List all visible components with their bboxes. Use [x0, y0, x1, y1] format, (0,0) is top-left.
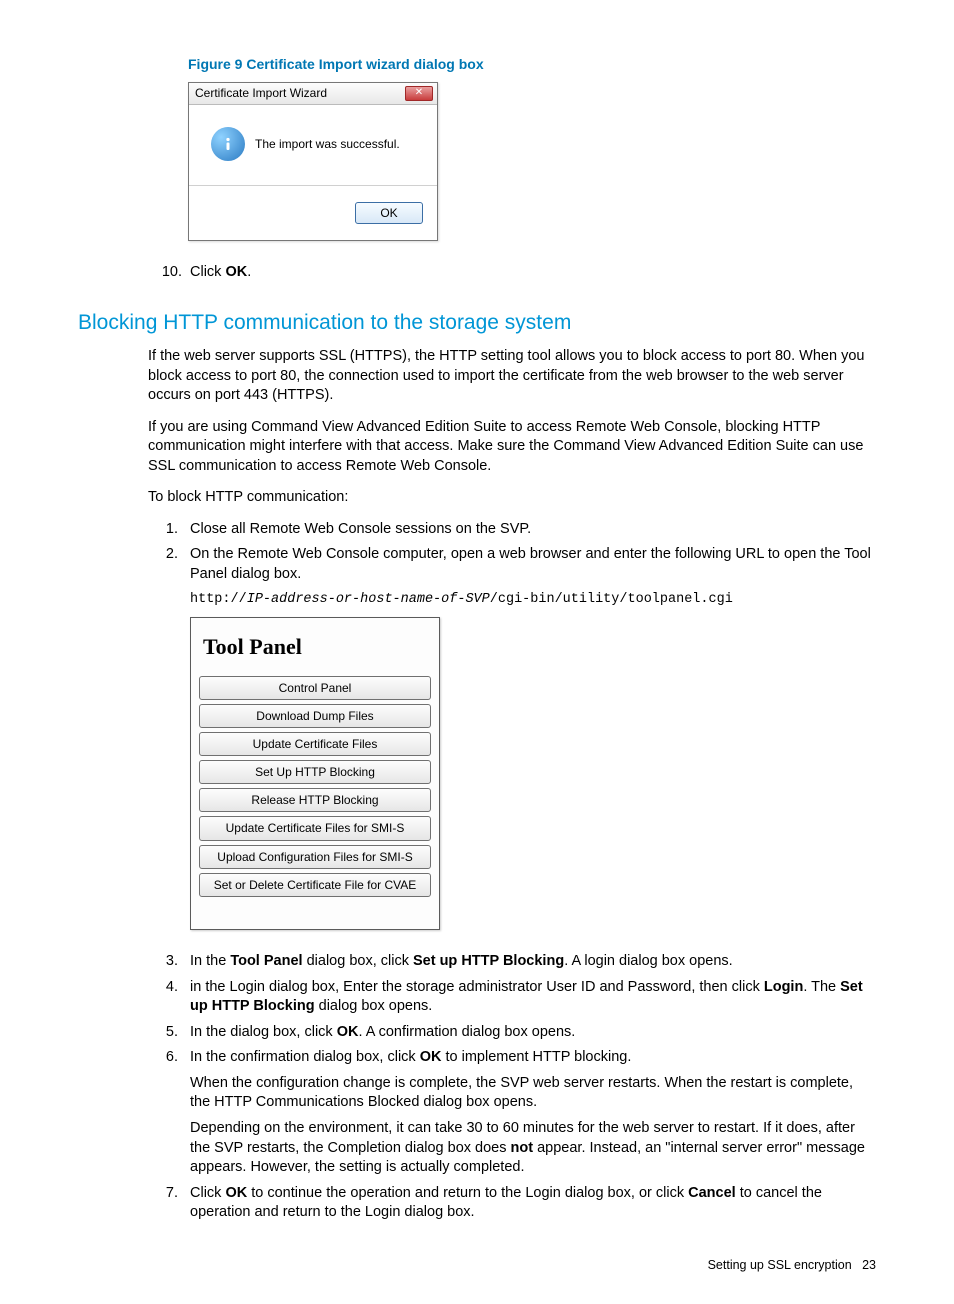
- text-bold: OK: [420, 1049, 442, 1065]
- step-text: Click OK.: [190, 263, 251, 283]
- body-paragraph: If you are using Command View Advanced E…: [148, 418, 876, 477]
- dialog-footer: OK: [189, 185, 437, 240]
- tp-upload-config-smis-button[interactable]: Upload Configuration Files for SMI-S: [199, 845, 431, 869]
- text-bold: Set up HTTP Blocking: [413, 953, 564, 969]
- text: /cgi-bin/utility/toolpanel.cgi: [490, 592, 733, 607]
- text: http://: [190, 592, 247, 607]
- step-5: In the dialog box, click OK. A confirmat…: [148, 1023, 876, 1043]
- text: in the Login dialog box, Enter the stora…: [190, 979, 764, 995]
- dialog-titlebar: Certificate Import Wizard ✕: [189, 83, 437, 105]
- step-text: in the Login dialog box, Enter the stora…: [190, 978, 876, 1017]
- tp-update-cert-button[interactable]: Update Certificate Files: [199, 732, 431, 756]
- step-text: On the Remote Web Console computer, open…: [190, 545, 876, 584]
- body-paragraph: To block HTTP communication:: [148, 488, 876, 508]
- text: to continue the operation and return to …: [247, 1185, 688, 1201]
- dialog-body: The import was successful.: [189, 105, 437, 185]
- step-text: In the dialog box, click OK. A confirmat…: [190, 1023, 876, 1043]
- step-1: Close all Remote Web Console sessions on…: [148, 520, 876, 540]
- url-code: http://IP-address-or-host-name-of-SVP/cg…: [190, 591, 876, 609]
- text-italic: IP-address-or-host-name-of-SVP: [247, 592, 490, 607]
- tp-release-http-block-button[interactable]: Release HTTP Blocking: [199, 788, 431, 812]
- tp-control-panel-button[interactable]: Control Panel: [199, 676, 431, 700]
- dialog-message: The import was successful.: [255, 136, 400, 152]
- text-bold: not: [511, 1140, 534, 1156]
- text: dialog box, click: [303, 953, 413, 969]
- step-3: In the Tool Panel dialog box, click Set …: [148, 952, 876, 972]
- dialog-title: Certificate Import Wizard: [195, 85, 327, 101]
- tool-panel-title: Tool Panel: [203, 632, 427, 662]
- info-icon: [211, 127, 245, 161]
- text: . A login dialog box opens.: [564, 953, 733, 969]
- step-7: Click OK to continue the operation and r…: [148, 1184, 876, 1223]
- tp-update-cert-smis-button[interactable]: Update Certificate Files for SMI-S: [199, 816, 431, 840]
- text: Click: [190, 264, 225, 280]
- tp-download-dump-button[interactable]: Download Dump Files: [199, 704, 431, 728]
- text-bold: Tool Panel: [230, 953, 302, 969]
- ok-button[interactable]: OK: [355, 202, 423, 224]
- body-paragraph: If the web server supports SSL (HTTPS), …: [148, 347, 876, 406]
- cert-import-dialog: Certificate Import Wizard ✕ The import w…: [188, 82, 438, 241]
- text: .: [247, 264, 251, 280]
- text-bold: Cancel: [688, 1185, 736, 1201]
- text: In the: [190, 953, 230, 969]
- text-bold: Login: [764, 979, 803, 995]
- text: Click: [190, 1185, 225, 1201]
- tool-panel-dialog: Tool Panel Control Panel Download Dump F…: [190, 617, 440, 930]
- close-icon[interactable]: ✕: [405, 86, 433, 101]
- text: In the dialog box, click: [190, 1024, 337, 1040]
- step-sub-text: Depending on the environment, it can tak…: [190, 1119, 876, 1178]
- text-bold: OK: [337, 1024, 359, 1040]
- text-bold: OK: [225, 264, 247, 280]
- step-2: On the Remote Web Console computer, open…: [148, 545, 876, 930]
- text: . The: [803, 979, 840, 995]
- step-text: In the confirmation dialog box, click OK…: [190, 1048, 876, 1068]
- page-footer: Setting up SSL encryption 23: [78, 1257, 876, 1274]
- step-sub-text: When the configuration change is complet…: [190, 1074, 876, 1113]
- tp-setup-http-block-button[interactable]: Set Up HTTP Blocking: [199, 760, 431, 784]
- step-4: in the Login dialog box, Enter the stora…: [148, 978, 876, 1017]
- section-heading: Blocking HTTP communication to the stora…: [78, 309, 876, 337]
- text: . A confirmation dialog box opens.: [358, 1024, 575, 1040]
- text-bold: OK: [225, 1185, 247, 1201]
- text: In the confirmation dialog box, click: [190, 1049, 420, 1065]
- step-6: In the confirmation dialog box, click OK…: [148, 1048, 876, 1177]
- step-number: 10.: [158, 263, 182, 283]
- step-text: In the Tool Panel dialog box, click Set …: [190, 952, 876, 972]
- step-10: 10. Click OK.: [158, 263, 876, 283]
- text: to implement HTTP blocking.: [441, 1049, 631, 1065]
- tp-set-delete-cert-cvae-button[interactable]: Set or Delete Certificate File for CVAE: [199, 873, 431, 897]
- steps-list: Close all Remote Web Console sessions on…: [148, 520, 876, 1223]
- footer-page-number: 23: [862, 1258, 876, 1272]
- footer-text: Setting up SSL encryption: [708, 1258, 852, 1272]
- step-text: Close all Remote Web Console sessions on…: [190, 520, 876, 540]
- text: dialog box opens.: [315, 998, 433, 1014]
- step-text: Click OK to continue the operation and r…: [190, 1184, 876, 1223]
- figure-caption: Figure 9 Certificate Import wizard dialo…: [188, 55, 876, 74]
